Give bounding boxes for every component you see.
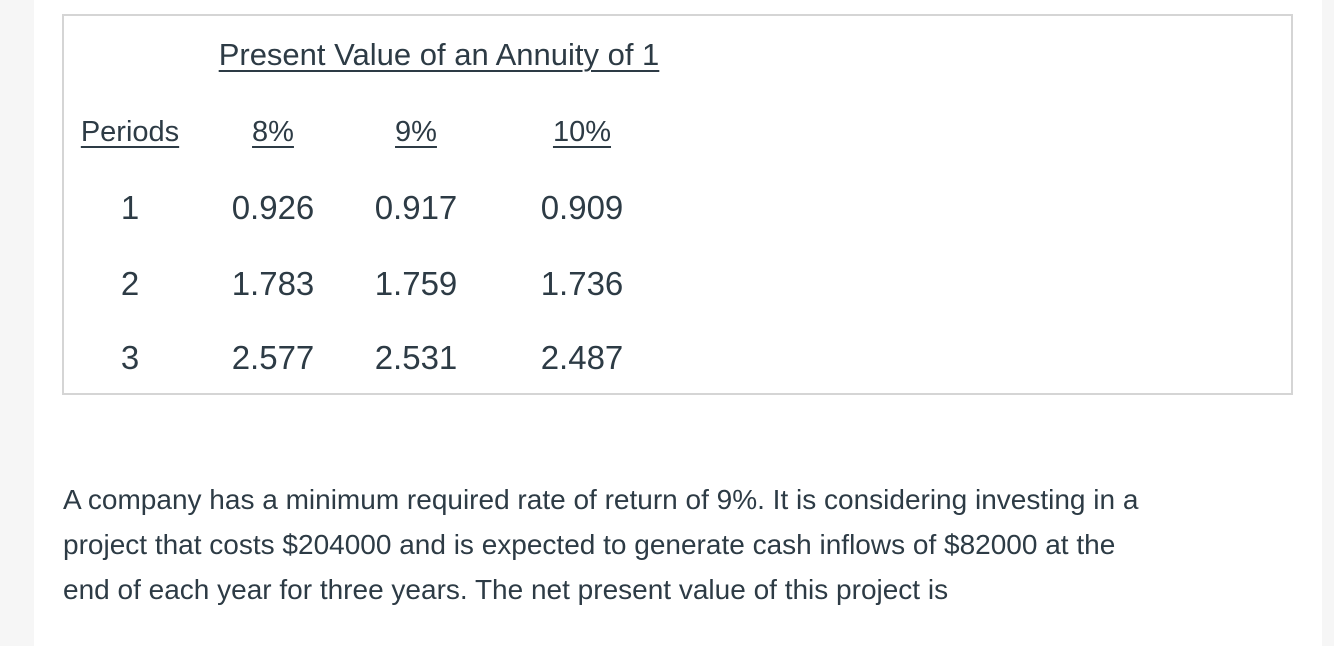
right-page-margin bbox=[1322, 0, 1334, 646]
period-cell: 1 bbox=[120, 189, 140, 226]
period-cell: 2 bbox=[120, 265, 140, 302]
pv-factor-cell: 1.736 bbox=[540, 265, 624, 302]
question-text: A company has a minimum required rate of… bbox=[63, 477, 1303, 612]
pv-factor-cell: 1.759 bbox=[374, 265, 458, 302]
annuity-table: Present Value of an Annuity of 1 Periods… bbox=[64, 16, 682, 393]
pv-factor-cell: 2.487 bbox=[540, 338, 624, 376]
rate-9-header: 9% bbox=[395, 115, 437, 148]
question-line: end of each year for three years. The ne… bbox=[63, 574, 949, 605]
left-page-margin bbox=[0, 0, 34, 646]
question-line: A company has a minimum required rate of… bbox=[63, 484, 1139, 515]
pv-factor-cell: 1.783 bbox=[231, 265, 315, 302]
annuity-table-box: Present Value of an Annuity of 1 Periods… bbox=[62, 14, 1293, 395]
question-line: project that costs $204000 and is expect… bbox=[63, 529, 1116, 560]
pv-factor-cell: 2.531 bbox=[374, 338, 458, 376]
pv-factor-cell: 0.909 bbox=[540, 189, 624, 226]
rate-8-header: 8% bbox=[252, 115, 294, 148]
period-cell: 3 bbox=[120, 338, 140, 376]
table-data-row: 2 1.783 1.759 1.736 bbox=[64, 246, 682, 322]
table-title-row: Present Value of an Annuity of 1 bbox=[64, 16, 682, 94]
periods-header: Periods bbox=[80, 115, 180, 148]
table-header-row: Periods 8% 9% 10% bbox=[64, 94, 682, 170]
rate-10-header: 10% bbox=[552, 115, 612, 148]
empty-cell bbox=[64, 16, 196, 94]
table-data-row: 1 0.926 0.917 0.909 bbox=[64, 170, 682, 246]
pv-factor-cell: 0.926 bbox=[231, 189, 315, 226]
pv-factor-cell: 2.577 bbox=[231, 338, 315, 376]
table-data-row: 3 2.577 2.531 2.487 bbox=[64, 322, 682, 393]
pv-factor-cell: 0.917 bbox=[374, 189, 458, 226]
table-title: Present Value of an Annuity of 1 bbox=[218, 37, 660, 72]
